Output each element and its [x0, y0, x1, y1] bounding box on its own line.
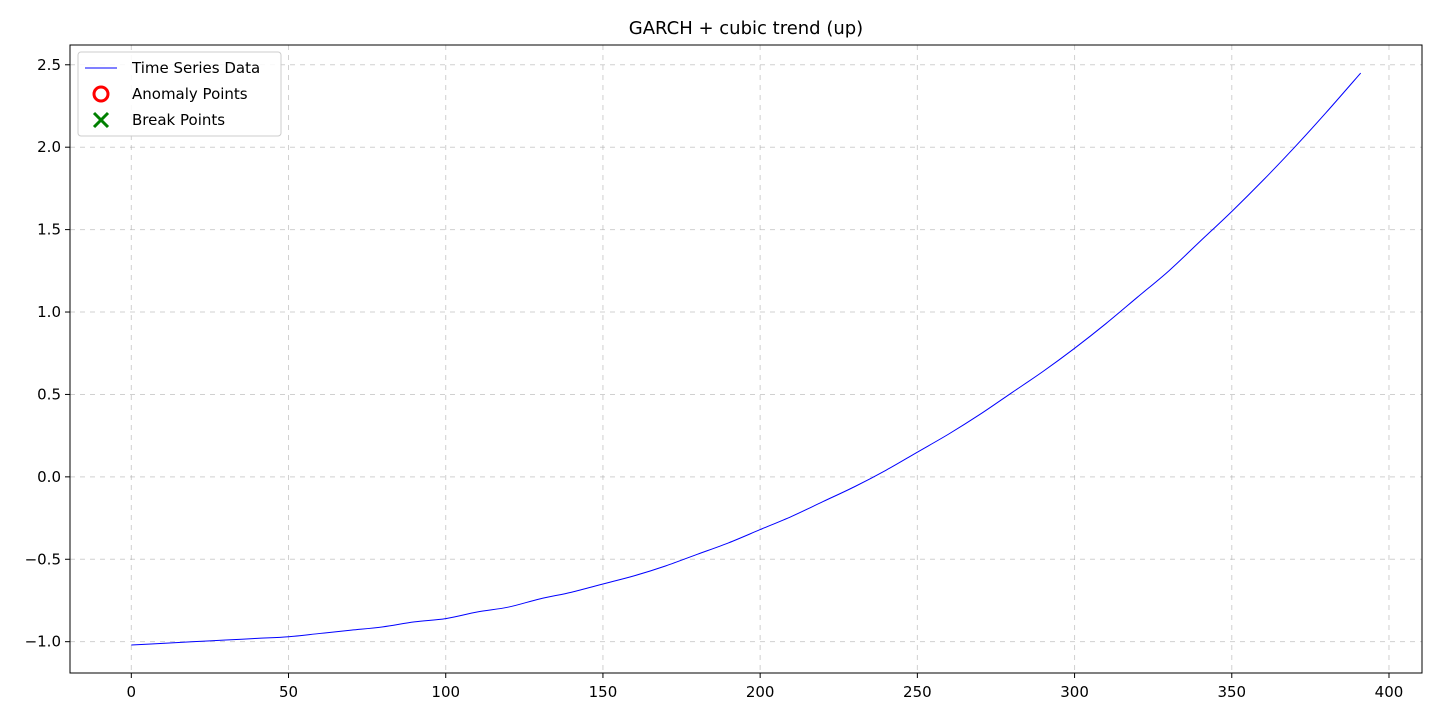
grid-layer — [70, 45, 1422, 673]
legend-x-marker — [92, 111, 110, 129]
series-line — [131, 72, 1362, 646]
x-tick-label: 150 — [589, 683, 618, 701]
x-tick-label: 50 — [279, 683, 298, 701]
legend-label: Break Points — [132, 111, 225, 129]
x-tick-label: 400 — [1375, 683, 1404, 701]
y-axis: −1.0 −0.5 0.0 0.5 1.0 1.5 2.0 2.5 — [25, 56, 70, 651]
y-tick-label: −0.5 — [25, 550, 61, 568]
y-tick-label: 0.0 — [37, 468, 61, 486]
legend: Time Series Data Anomaly Points Break Poin… — [77, 51, 282, 137]
x-axis: 0 50 100 150 200 250 300 350 400 — [127, 673, 1404, 701]
x-tick-label: 0 — [127, 683, 137, 701]
legend-x-stroke — [92, 111, 110, 129]
y-tick-label: 1.5 — [37, 221, 61, 239]
series-layer — [131, 72, 1362, 646]
legend-label: Time Series Data — [131, 59, 260, 77]
y-tick-label: 1.0 — [37, 303, 61, 321]
legend-circle-marker — [92, 85, 110, 103]
chart-title: GARCH + cubic trend (up) — [629, 18, 863, 39]
y-tick-label: 2.0 — [37, 138, 61, 156]
plot-frame — [69, 44, 1423, 674]
x-tick-label: 250 — [903, 683, 932, 701]
x-tick-label: 100 — [431, 683, 460, 701]
x-tick-label: 350 — [1217, 683, 1246, 701]
legend-label: Anomaly Points — [132, 85, 248, 103]
y-tick-label: 2.5 — [37, 56, 61, 74]
y-tick-label: −1.0 — [25, 633, 61, 651]
x-tick-label: 300 — [1060, 683, 1089, 701]
legend-box — [77, 51, 282, 137]
y-tick-label: 0.5 — [37, 385, 61, 403]
x-tick-label: 200 — [746, 683, 775, 701]
